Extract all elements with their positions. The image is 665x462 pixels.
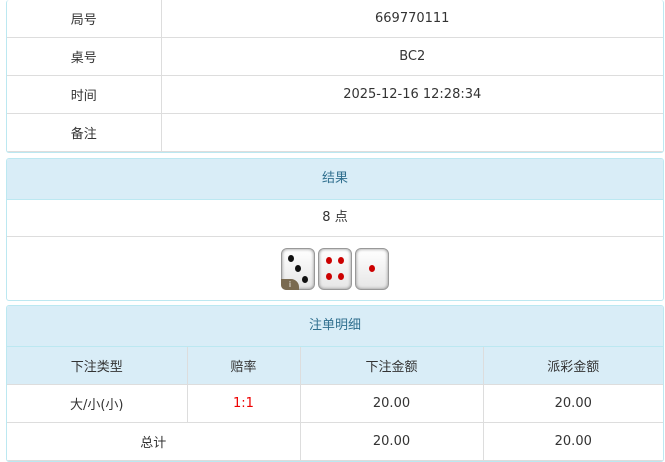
bet-detail-title: 注单明细 xyxy=(7,306,663,347)
result-panel: 结果 8 点 i xyxy=(6,158,664,301)
header-odds: 赔率 xyxy=(186,347,301,385)
info-row-round: 局号 669770111 xyxy=(7,0,663,38)
odds: 1:1 xyxy=(186,384,301,423)
total-label: 总计 xyxy=(7,422,301,461)
value: 2025-12-16 12:28:34 xyxy=(160,75,663,114)
round-info-panel: 局号 669770111 桌号 BC2 时间 2025-12-16 12:28:34 … xyxy=(6,0,664,153)
info-row-table: 桌号 BC2 xyxy=(7,37,663,76)
die-4-icon xyxy=(318,247,352,290)
total-row: 总计 20.00 20.00 xyxy=(7,422,663,461)
result-title: 结果 xyxy=(7,159,663,200)
result-points: 8 点 xyxy=(7,200,663,237)
header-type: 下注类型 xyxy=(7,347,188,385)
total-payout: 20.00 xyxy=(482,422,663,461)
label: 局号 xyxy=(7,0,162,38)
value: 669770111 xyxy=(160,0,663,38)
total-amount: 20.00 xyxy=(299,422,484,461)
dice-row: i xyxy=(7,237,663,300)
label: 时间 xyxy=(7,75,162,114)
info-row-time: 时间 2025-12-16 12:28:34 xyxy=(7,75,663,114)
die-3-icon: i xyxy=(281,247,315,290)
die-1-icon xyxy=(355,247,389,290)
header-payout: 派彩金额 xyxy=(482,347,663,385)
bet-detail-panel: 注单明细 下注类型 赔率 下注金额 派彩金额 大/小(小) 1:1 20.00 … xyxy=(6,305,664,462)
label: 备注 xyxy=(7,113,162,152)
info-badge[interactable]: i xyxy=(281,278,299,290)
table-header: 下注类型 赔率 下注金额 派彩金额 xyxy=(7,347,663,385)
payout: 20.00 xyxy=(482,384,663,423)
bet-type: 大/小(小) xyxy=(7,384,188,423)
info-row-remark: 备注 xyxy=(7,113,663,152)
header-amount: 下注金额 xyxy=(299,347,484,385)
bet-amount: 20.00 xyxy=(299,384,484,423)
value: BC2 xyxy=(160,37,663,76)
value xyxy=(160,113,663,152)
table-row: 大/小(小) 1:1 20.00 20.00 xyxy=(7,384,663,423)
label: 桌号 xyxy=(7,37,162,76)
